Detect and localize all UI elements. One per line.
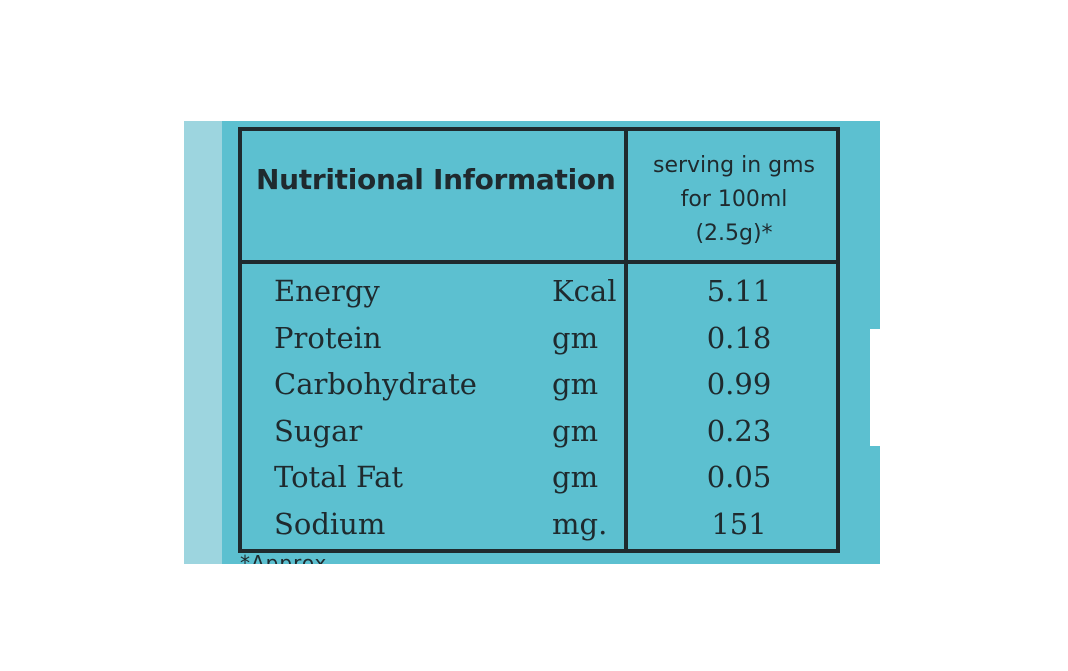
serving-line-1: serving in gms xyxy=(653,153,815,178)
nutrient-unit: gm xyxy=(552,321,599,355)
header-divider xyxy=(238,260,840,264)
nutrient-row-total-fat: Total Fat gm 0.05 xyxy=(184,460,880,506)
nutrient-value: 5.11 xyxy=(706,274,772,308)
nutrient-value: 0.23 xyxy=(706,414,772,448)
nutrient-name: Total Fat xyxy=(274,460,404,494)
nutrient-unit: gm xyxy=(552,414,599,448)
serving-header: serving in gms for 100ml (2.5g)* xyxy=(628,149,840,251)
nutrient-unit: Kcal xyxy=(552,274,617,308)
nutrition-table-border xyxy=(238,127,840,553)
table-title: Nutritional Information xyxy=(256,163,616,196)
serving-line-3: (2.5g)* xyxy=(695,221,773,246)
nutrient-name: Protein xyxy=(274,321,382,355)
nutrient-row-sodium: Sodium mg. 151 xyxy=(184,507,880,553)
nutrient-row-energy: Energy Kcal 5.11 xyxy=(184,274,880,320)
footnote-cut-off: *Approx. xyxy=(240,551,335,564)
nutrient-row-protein: Protein gm 0.18 xyxy=(184,321,880,367)
left-edge-strip xyxy=(184,121,222,564)
nutrient-value: 0.99 xyxy=(706,367,772,401)
column-divider xyxy=(624,127,628,553)
nutrient-name: Sugar xyxy=(274,414,363,448)
nutrition-label-photo: Nutritional Information serving in gms f… xyxy=(184,121,880,564)
nutrient-value: 151 xyxy=(711,507,767,541)
nutrient-row-carbohydrate: Carbohydrate gm 0.99 xyxy=(184,367,880,413)
nutrient-value: 0.05 xyxy=(706,460,772,494)
nutrient-value: 0.18 xyxy=(706,321,772,355)
nutrient-unit: mg. xyxy=(552,507,608,541)
nutrient-name: Energy xyxy=(274,274,380,308)
nutrient-unit: gm xyxy=(552,367,599,401)
serving-line-2: for 100ml xyxy=(680,187,788,212)
nutrient-row-sugar: Sugar gm 0.23 xyxy=(184,414,880,460)
nutrient-name: Sodium xyxy=(274,507,386,541)
nutrient-unit: gm xyxy=(552,460,599,494)
right-edge-cutout xyxy=(870,329,880,446)
nutrient-name: Carbohydrate xyxy=(274,367,477,401)
